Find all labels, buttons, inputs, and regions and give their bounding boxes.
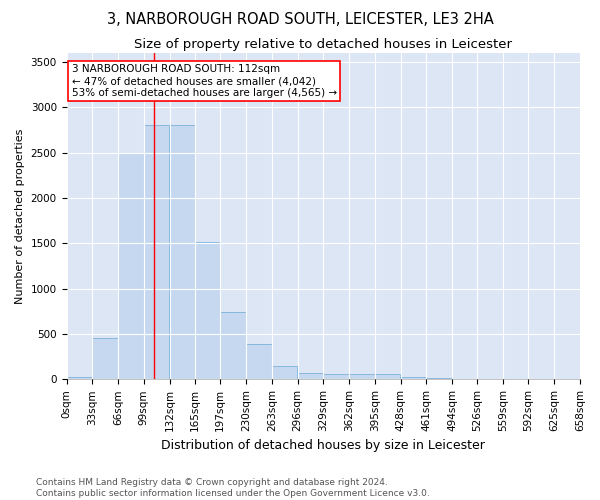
Bar: [427, 378, 452, 380]
Bar: [298, 372, 323, 380]
Title: Size of property relative to detached houses in Leicester: Size of property relative to detached ho…: [134, 38, 512, 51]
Bar: [170, 124, 195, 380]
Bar: [196, 242, 220, 380]
Bar: [92, 338, 118, 380]
Bar: [246, 344, 272, 380]
Bar: [144, 124, 169, 380]
Text: Contains HM Land Registry data © Crown copyright and database right 2024.
Contai: Contains HM Land Registry data © Crown c…: [36, 478, 430, 498]
Bar: [349, 374, 374, 380]
Text: 3, NARBOROUGH ROAD SOUTH, LEICESTER, LE3 2HA: 3, NARBOROUGH ROAD SOUTH, LEICESTER, LE3…: [107, 12, 493, 28]
Bar: [67, 377, 92, 380]
Bar: [118, 152, 143, 380]
Text: 3 NARBOROUGH ROAD SOUTH: 112sqm
← 47% of detached houses are smaller (4,042)
53%: 3 NARBOROUGH ROAD SOUTH: 112sqm ← 47% of…: [71, 64, 337, 98]
Bar: [401, 376, 426, 380]
Bar: [272, 366, 298, 380]
Bar: [323, 374, 349, 380]
X-axis label: Distribution of detached houses by size in Leicester: Distribution of detached houses by size …: [161, 440, 485, 452]
Y-axis label: Number of detached properties: Number of detached properties: [15, 128, 25, 304]
Bar: [375, 374, 400, 380]
Bar: [220, 312, 246, 380]
